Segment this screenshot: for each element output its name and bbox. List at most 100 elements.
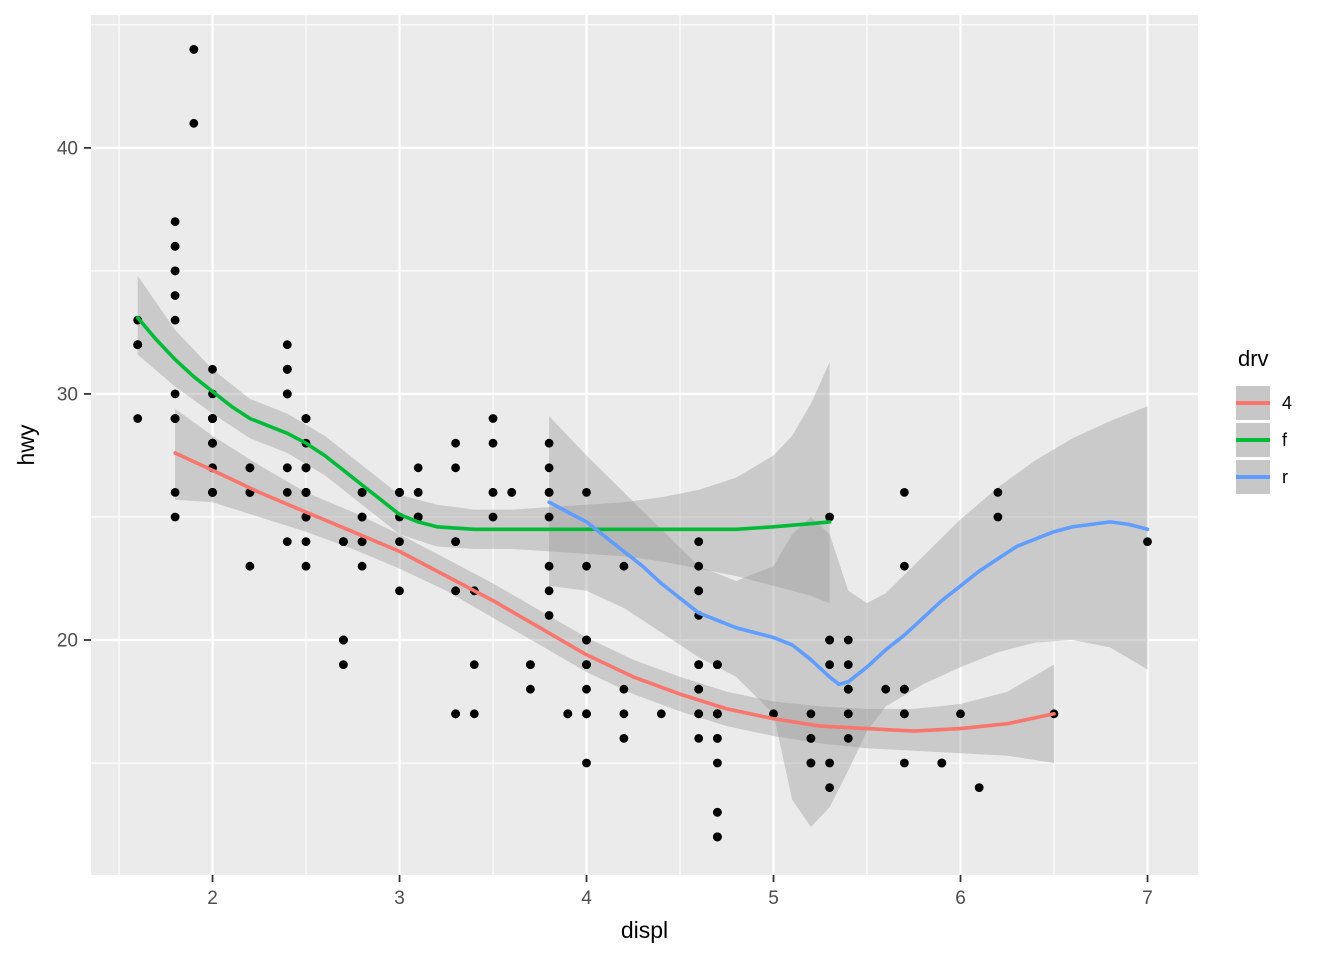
data-point xyxy=(843,734,853,743)
data-point xyxy=(208,438,217,448)
data-point xyxy=(170,315,180,325)
x-tick-label: 4 xyxy=(581,888,592,909)
legend-item-r: r xyxy=(1236,460,1292,494)
data-point xyxy=(843,660,853,669)
data-point xyxy=(413,488,423,497)
x-tick-label: 3 xyxy=(394,888,405,909)
data-point xyxy=(301,414,311,423)
data-point xyxy=(694,561,704,571)
data-point xyxy=(208,364,217,374)
data-point xyxy=(301,463,311,473)
data-point xyxy=(170,488,180,497)
data-point xyxy=(544,611,554,620)
data-point xyxy=(582,660,591,669)
data-point xyxy=(526,660,535,669)
data-point xyxy=(357,537,367,546)
data-point xyxy=(170,389,180,399)
data-point xyxy=(526,684,535,694)
x-tick-label: 7 xyxy=(1142,888,1153,909)
data-point xyxy=(582,709,591,719)
data-point xyxy=(843,709,853,719)
x-axis-title: displ xyxy=(621,917,668,943)
data-point xyxy=(974,783,984,792)
data-point xyxy=(282,364,292,374)
data-point xyxy=(713,660,722,669)
data-point xyxy=(806,734,816,743)
data-point xyxy=(694,684,704,694)
data-point xyxy=(282,340,292,350)
data-point xyxy=(395,488,404,497)
data-point xyxy=(357,561,367,571)
data-point xyxy=(694,660,704,669)
legend-key-line-4 xyxy=(1236,401,1270,405)
data-point xyxy=(544,512,554,522)
legend-item-4: 4 xyxy=(1236,386,1292,420)
data-point xyxy=(713,709,722,719)
data-point xyxy=(282,463,292,473)
data-point xyxy=(282,488,292,497)
data-point xyxy=(544,463,554,473)
data-point xyxy=(1143,537,1152,546)
legend-key-line-r xyxy=(1236,475,1270,479)
data-point xyxy=(713,807,722,817)
data-point xyxy=(488,414,498,423)
data-point xyxy=(582,561,591,571)
data-point xyxy=(451,438,460,448)
data-point xyxy=(544,488,554,497)
data-point xyxy=(469,709,479,719)
y-axis-title: hwy xyxy=(13,424,39,465)
data-point xyxy=(956,709,965,719)
data-point xyxy=(713,832,722,842)
data-point xyxy=(301,537,311,546)
x-tick-label: 6 xyxy=(955,888,966,909)
data-point xyxy=(993,488,1003,497)
data-point xyxy=(170,217,180,227)
data-point xyxy=(395,537,404,546)
data-point xyxy=(189,118,199,128)
legend-title: drv xyxy=(1238,346,1269,371)
data-point xyxy=(245,463,255,473)
data-point xyxy=(488,512,498,522)
data-point xyxy=(189,45,199,54)
data-point xyxy=(619,709,629,719)
y-tick-label: 20 xyxy=(57,631,78,652)
data-point xyxy=(825,512,834,522)
data-point xyxy=(208,488,217,497)
data-point xyxy=(825,783,834,792)
data-point xyxy=(451,463,460,473)
data-point xyxy=(900,684,909,694)
data-point xyxy=(282,389,292,399)
data-point xyxy=(245,561,255,571)
data-point xyxy=(170,266,180,276)
data-point xyxy=(582,758,591,768)
legend-label-r: r xyxy=(1282,466,1288,487)
data-point xyxy=(694,586,704,596)
y-tick-label: 40 xyxy=(57,138,78,159)
data-point xyxy=(339,635,348,645)
data-point xyxy=(582,684,591,694)
data-point xyxy=(582,488,591,497)
legend-key-4 xyxy=(1236,386,1270,420)
smooth-line-f xyxy=(135,315,832,532)
data-point xyxy=(900,561,909,571)
data-points xyxy=(133,45,1152,842)
data-point xyxy=(133,414,143,423)
smooth-lines xyxy=(135,315,1150,733)
legend-item-f: f xyxy=(1236,423,1292,457)
data-point xyxy=(357,512,367,522)
data-point xyxy=(713,758,722,768)
data-point xyxy=(339,537,348,546)
ribbon-f xyxy=(137,275,830,604)
data-point xyxy=(900,758,909,768)
data-point xyxy=(488,438,498,448)
data-point xyxy=(694,734,704,743)
data-point xyxy=(769,709,778,719)
x-tick-label: 2 xyxy=(207,888,218,909)
data-point xyxy=(825,758,834,768)
data-point xyxy=(301,488,311,497)
data-point xyxy=(451,537,460,546)
data-point xyxy=(619,684,629,694)
legend: drv 4 f r xyxy=(1236,346,1292,497)
data-point xyxy=(170,414,180,423)
